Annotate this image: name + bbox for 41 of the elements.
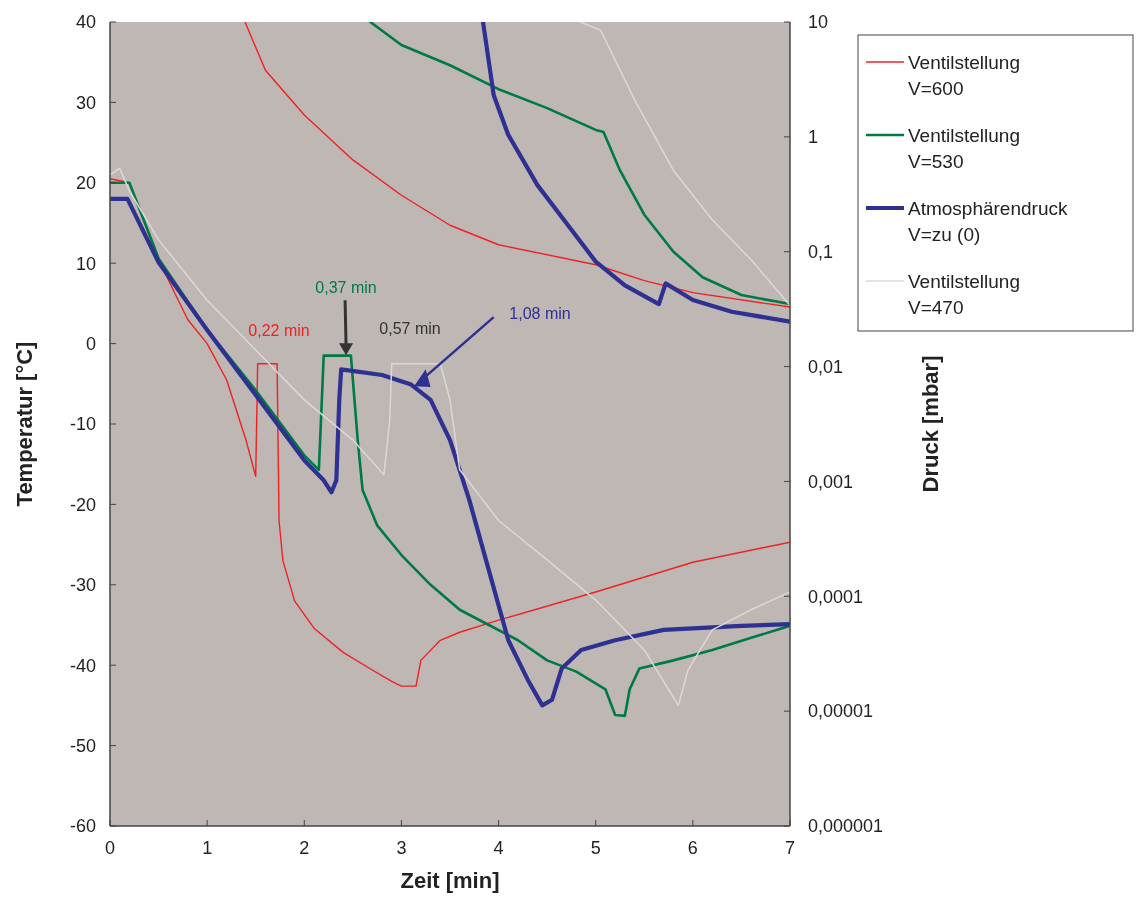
annotation: 0,57 min bbox=[379, 319, 441, 337]
y-tick-label: -40 bbox=[69, 655, 96, 676]
x-tick-label: 6 bbox=[687, 838, 698, 858]
y-axis-title: Temperatur [°C] bbox=[12, 341, 37, 507]
legend-label: Atmosphärendruck V=zu (0) bbox=[908, 197, 1068, 245]
x-tick-label: 5 bbox=[590, 838, 601, 858]
x-axis-title: Zeit [min] bbox=[400, 868, 500, 893]
y2-axis-title: Druck [mbar] bbox=[918, 355, 943, 493]
x-tick-label: 3 bbox=[396, 838, 407, 858]
y-tick-label: -30 bbox=[69, 575, 96, 596]
y2-tick-label: 0,01 bbox=[808, 356, 844, 377]
x-tick-label: 7 bbox=[784, 838, 796, 858]
y2-tick-label: 0,001 bbox=[808, 471, 854, 492]
y2-tick-label: 0,000001 bbox=[808, 816, 884, 837]
y-tick-label: 40 bbox=[75, 12, 96, 33]
y-tick-label: 10 bbox=[75, 253, 96, 274]
y2-tick-label: 0,1 bbox=[808, 242, 834, 263]
legend-label: Ventilstellung V=600 bbox=[908, 51, 1020, 99]
y-tick-label: -20 bbox=[69, 494, 96, 515]
y2-tick-label: 0,0001 bbox=[808, 586, 864, 607]
y2-tick-label: 10 bbox=[808, 12, 829, 33]
legend-label: Ventilstellung V=470 bbox=[908, 270, 1020, 318]
line-series bbox=[244, 22, 790, 308]
annotation: 0,37 min bbox=[315, 278, 377, 296]
annotation: 1,08 min bbox=[509, 304, 571, 322]
y-tick-label: 0 bbox=[85, 333, 96, 354]
line-series bbox=[480, 22, 790, 324]
y2-tick-label: 1 bbox=[808, 127, 819, 148]
y-tick-label: 20 bbox=[75, 173, 96, 194]
line-series bbox=[579, 22, 790, 307]
y2-tick-label: 0,00001 bbox=[808, 701, 874, 722]
y-tick-label: -50 bbox=[69, 735, 96, 756]
x-tick-label: 1 bbox=[202, 838, 213, 858]
y-tick-label: -10 bbox=[69, 414, 96, 435]
x-tick-label: 0 bbox=[104, 838, 116, 858]
y-tick-label: 30 bbox=[75, 92, 96, 113]
legend-label: Ventilstellung V=530 bbox=[908, 124, 1020, 172]
x-tick-label: 2 bbox=[299, 838, 310, 858]
y-tick-label: -60 bbox=[69, 816, 96, 837]
x-tick-label: 4 bbox=[493, 838, 504, 858]
annotation: 0,22 min bbox=[248, 321, 310, 339]
